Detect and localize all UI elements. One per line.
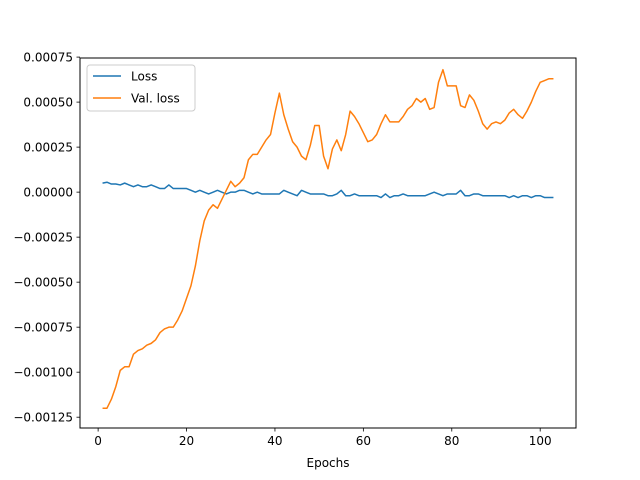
y-axis: −0.00125 −0.00100 −0.00075 −0.00050 −0.00025… bbox=[13, 51, 80, 425]
series-line-2 bbox=[102, 68, 554, 409]
x-tick-label: 20 bbox=[179, 434, 194, 448]
x-tick-label: 80 bbox=[444, 434, 459, 448]
legend-label: Loss bbox=[131, 70, 157, 84]
y-tick-label: 0.00025 bbox=[23, 141, 73, 155]
y-tick-label: 0.00050 bbox=[23, 96, 73, 110]
series-line-1 bbox=[102, 181, 554, 199]
x-tick-label: 40 bbox=[267, 434, 282, 448]
y-tick-label: −0.00025 bbox=[13, 231, 73, 245]
y-tick-label: −0.00100 bbox=[13, 366, 73, 380]
y-tick-label: 0.00000 bbox=[23, 186, 73, 200]
legend-label: Val. loss bbox=[131, 92, 180, 106]
x-tick-label: 60 bbox=[356, 434, 371, 448]
series-lines bbox=[102, 68, 554, 409]
y-tick-label: −0.00075 bbox=[13, 321, 73, 335]
x-tick-label: 0 bbox=[94, 434, 102, 448]
y-tick-label: −0.00125 bbox=[13, 411, 73, 425]
y-tick-label: 0.00075 bbox=[23, 51, 73, 65]
x-axis: 0 20 40 60 80 100 bbox=[94, 428, 552, 448]
x-tick-label: 100 bbox=[529, 434, 552, 448]
y-tick-label: −0.00050 bbox=[13, 276, 73, 290]
x-axis-label: Epochs bbox=[307, 456, 350, 470]
axes-frame bbox=[79, 57, 577, 429]
plot-area bbox=[79, 57, 577, 429]
legend: Loss Val. loss bbox=[86, 64, 196, 112]
